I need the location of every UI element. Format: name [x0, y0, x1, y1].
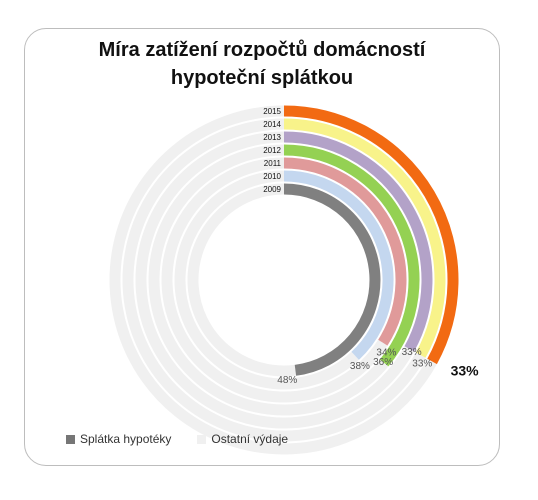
- ring-arc-2010: [283, 170, 394, 360]
- ring-arc-2012: [283, 144, 420, 367]
- legend-item-other: Ostatní výdaje: [197, 432, 288, 446]
- ring-arc-2014: [283, 118, 446, 358]
- ring-remainder-2010: [174, 170, 359, 390]
- legend: Splátka hypotéky Ostatní výdaje: [66, 432, 314, 446]
- year-label-2014: 2014: [263, 120, 281, 129]
- year-label-2010: 2010: [263, 172, 281, 181]
- ring-remainder-2011: [161, 157, 388, 403]
- year-label-2012: 2012: [263, 146, 281, 155]
- value-label-2012: 36%: [373, 357, 393, 368]
- ring-arc-2011: [283, 157, 407, 346]
- ring-remainder-2015: [109, 105, 437, 455]
- chart-title-line2: hypoteční splátkou: [170, 67, 354, 89]
- value-label-2009: 48%: [277, 375, 297, 386]
- value-label-2014: 33%: [412, 359, 432, 370]
- chart-title-line1: Míra zatížení rozpočtů domácností: [98, 39, 426, 61]
- year-label-2015: 2015: [263, 107, 281, 116]
- legend-swatch-other: [197, 434, 207, 444]
- ring-arc-2015: [283, 105, 459, 365]
- year-label-2013: 2013: [263, 133, 281, 142]
- ring-arc-2009: [283, 183, 381, 376]
- year-label-2011: 2011: [264, 159, 282, 168]
- legend-swatch-mortgage: [66, 434, 75, 444]
- legend-item-mortgage: Splátka hypotéky: [66, 432, 171, 446]
- ring-remainder-2012: [148, 144, 389, 416]
- ring-remainder-2014: [122, 118, 426, 442]
- value-label-2013: 33%: [402, 347, 422, 358]
- value-label-2015: 33%: [451, 362, 480, 378]
- chart-title: Míra zatížení rozpočtů domácností hypote…: [24, 36, 500, 92]
- legend-label-other: Ostatní výdaje: [211, 432, 289, 446]
- value-label-2011: 34%: [376, 348, 396, 359]
- ring-arc-2013: [283, 131, 433, 352]
- legend-label-mortgage: Splátka hypotéky: [80, 432, 172, 446]
- value-label-2010: 38%: [350, 361, 370, 372]
- ring-remainder-2009: [187, 183, 297, 377]
- year-label-2009: 2009: [263, 185, 281, 194]
- ring-remainder-2013: [135, 131, 415, 429]
